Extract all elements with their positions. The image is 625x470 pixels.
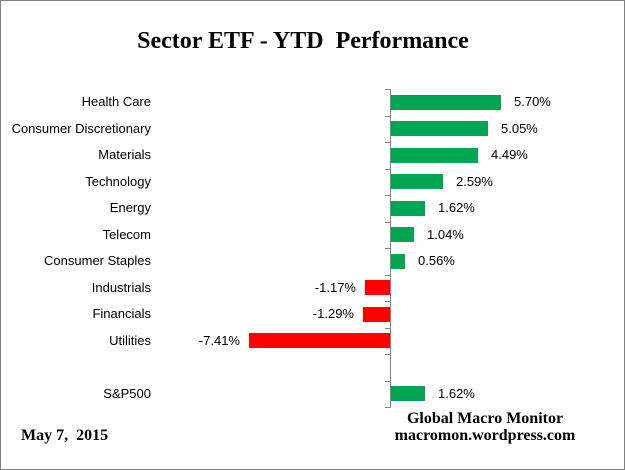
value-label: 1.04%: [427, 227, 464, 242]
source-credit: Global Macro Monitor macromon.wordpress.…: [335, 410, 624, 444]
category-label: Consumer Staples: [44, 253, 151, 268]
value-label: -7.41%: [198, 333, 240, 348]
category-label: Utilities: [109, 333, 151, 348]
axis-tick: [385, 169, 391, 170]
value-label: 5.70%: [514, 94, 551, 109]
category-label: Consumer Discretionary: [11, 121, 151, 136]
value-label: -1.17%: [314, 280, 356, 295]
axis-tick: [385, 407, 391, 408]
bar: [363, 307, 390, 322]
axis-tick: [385, 301, 391, 302]
axis-tick: [385, 275, 391, 276]
category-label: Technology: [85, 174, 151, 189]
value-label: 0.56%: [418, 253, 455, 268]
bar: [391, 95, 501, 110]
axis-tick: [385, 116, 391, 117]
bar: [391, 386, 425, 401]
bar: [391, 148, 478, 163]
axis-tick: [385, 381, 391, 382]
category-label: S&P500: [103, 386, 151, 401]
value-label: 1.62%: [438, 386, 475, 401]
value-label: 2.59%: [456, 174, 493, 189]
axis-tick: [385, 142, 391, 143]
bar: [391, 227, 414, 242]
category-label: Materials: [98, 147, 151, 162]
chart-title: Sector ETF - YTD Performance: [137, 28, 469, 54]
source-credit-line1: Global Macro Monitor: [406, 410, 564, 427]
bar: [249, 333, 390, 348]
axis-tick: [385, 328, 391, 329]
axis-tick: [385, 248, 391, 249]
axis-tick: [385, 222, 391, 223]
value-label: 1.62%: [438, 200, 475, 215]
category-label: Health Care: [81, 94, 151, 109]
bar: [391, 201, 425, 216]
category-label: Financials: [92, 306, 151, 321]
date-label: May 7, 2015: [21, 427, 109, 444]
bar: [365, 280, 390, 295]
bar: [391, 254, 405, 269]
category-label: Telecom: [102, 227, 151, 242]
value-label: 5.05%: [501, 121, 538, 136]
axis-tick: [385, 195, 391, 196]
category-label: Energy: [109, 200, 151, 215]
value-label: 4.49%: [491, 147, 528, 162]
bar: [391, 121, 488, 136]
bar: [391, 174, 443, 189]
category-label: Industrials: [91, 280, 151, 295]
value-label: -1.29%: [312, 306, 354, 321]
axis-tick: [385, 354, 391, 355]
axis-tick: [385, 89, 391, 90]
source-credit-line2: macromon.wordpress.com: [394, 427, 576, 444]
